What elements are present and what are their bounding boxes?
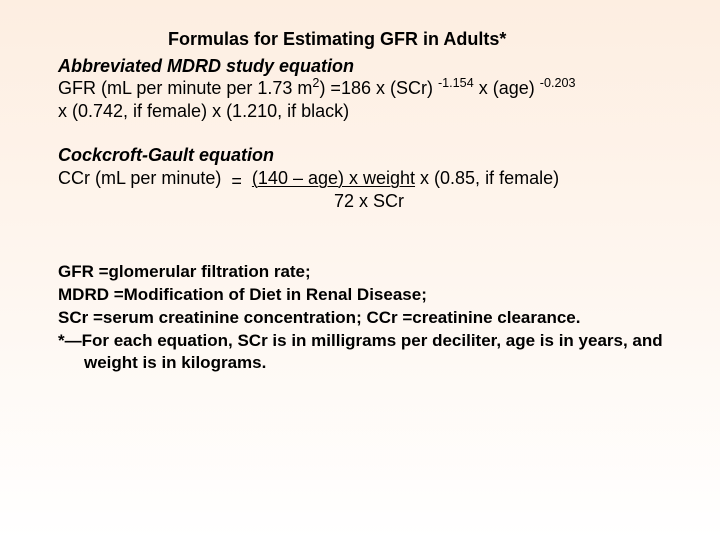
cg-equals: =	[231, 171, 242, 191]
cg-denom-text: 72 x SCr	[334, 191, 404, 211]
glossary-line-4: *—For each equation, SCr is in milligram…	[58, 330, 684, 373]
cg-heading: Cockcroft-Gault equation	[58, 144, 684, 167]
cg-lhs: CCr (mL per minute)	[58, 168, 221, 188]
glossary-block: GFR =glomerular filtration rate; MDRD =M…	[58, 261, 684, 373]
slide-content: Formulas for Estimating GFR in Adults* A…	[0, 0, 720, 373]
mdrd-sup-3: -0.203	[540, 76, 576, 90]
glossary-line-3: SCr =serum creatinine concentration; CCr…	[58, 307, 684, 328]
mdrd-l1-pre: GFR (mL per minute per 1.73 m	[58, 78, 312, 98]
spacer	[58, 235, 684, 261]
mdrd-heading: Abbreviated MDRD study equation	[58, 55, 684, 78]
glossary-line-1: GFR =glomerular filtration rate;	[58, 261, 684, 282]
cg-equation-line: CCr (mL per minute) = (140 – age) x weig…	[58, 167, 684, 193]
mdrd-formula-line2: x (0.742, if female) x (1.210, if black)	[58, 100, 684, 123]
mdrd-formula-line1: GFR (mL per minute per 1.73 m2) =186 x (…	[58, 77, 684, 100]
mdrd-l1-mid: ) =186 x (SCr)	[319, 78, 433, 98]
cg-denominator: 72 x SCr	[58, 190, 684, 213]
mdrd-l1-mid2: x (age)	[474, 78, 535, 98]
slide-title: Formulas for Estimating GFR in Adults*	[58, 28, 684, 51]
cg-tail: x (0.85, if female)	[415, 168, 559, 188]
mdrd-block: Abbreviated MDRD study equation GFR (mL …	[58, 55, 684, 123]
glossary-line-2: MDRD =Modification of Diet in Renal Dise…	[58, 284, 684, 305]
cg-numerator: (140 – age) x weight	[252, 168, 415, 188]
mdrd-sup-2: -1.154	[438, 76, 474, 90]
cockcroft-gault-block: Cockcroft-Gault equation CCr (mL per min…	[58, 144, 684, 213]
